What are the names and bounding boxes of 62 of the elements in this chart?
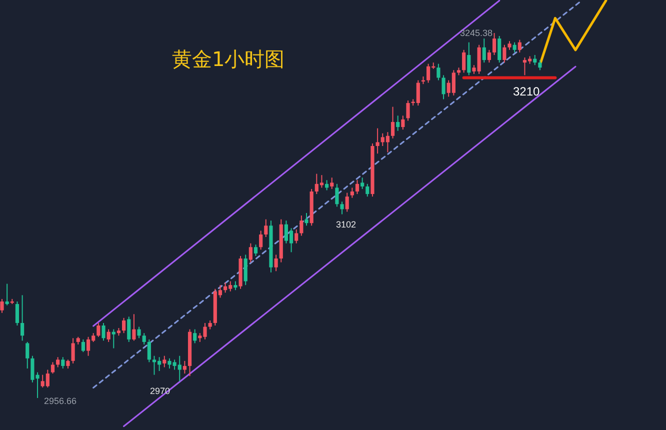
annotation: 3245.38 [460, 28, 493, 38]
candlestick [462, 49, 466, 74]
candlestick [142, 332, 146, 345]
candlestick [335, 183, 339, 208]
candlestick [518, 39, 522, 53]
candlestick [56, 356, 60, 368]
candlestick [294, 228, 298, 244]
candlestick [345, 192, 349, 212]
candlestick [162, 355, 166, 368]
candlestick [112, 328, 116, 349]
candlestick [406, 100, 410, 122]
candlestick [442, 74, 446, 100]
annotation: 3102 [336, 219, 356, 230]
candlestick [396, 115, 400, 132]
candlestick [512, 42, 516, 53]
candlestick [81, 338, 85, 353]
candlestick [300, 215, 304, 236]
candlestick [390, 106, 395, 139]
candlestick [492, 32, 496, 56]
candlestick [122, 317, 126, 334]
candlestick [304, 212, 308, 226]
candlestick [0, 298, 4, 314]
candlestick [467, 42, 471, 76]
candlestick [106, 328, 110, 342]
text: 黄金1小时图 [172, 47, 285, 71]
candlestick [350, 187, 354, 198]
candlestick [20, 294, 24, 342]
candlestick [5, 283, 9, 306]
candlestick [487, 49, 491, 64]
candlestick [259, 230, 263, 250]
candlestick [182, 360, 186, 374]
candlestick [401, 115, 405, 130]
candlestick [244, 254, 248, 286]
candlestick [366, 183, 370, 198]
candlestick [376, 128, 380, 154]
annotation: 3210 [513, 84, 540, 99]
candlestick [137, 326, 141, 339]
candlestick [482, 38, 486, 64]
candlestick [538, 60, 542, 71]
candlestick [15, 300, 20, 326]
candlestick [127, 316, 131, 342]
candlestick [502, 44, 506, 64]
candlestick [330, 177, 334, 190]
candlestick [498, 36, 502, 64]
candlestick [102, 322, 106, 342]
candlestick [274, 254, 278, 272]
candlestick [248, 242, 252, 263]
candlestick [147, 338, 151, 363]
candlestick [96, 322, 100, 338]
candlestick [436, 63, 440, 81]
candlestick [360, 177, 364, 190]
candlestick [340, 201, 344, 215]
candlestick [355, 180, 360, 195]
candlestick [71, 338, 75, 364]
candlestick [61, 356, 65, 369]
candlestick [264, 218, 268, 238]
annotation: 2956.66 [44, 396, 77, 406]
candlestick [26, 341, 30, 369]
candlestick [193, 328, 197, 344]
candlestick [132, 314, 136, 342]
candlestick [50, 362, 55, 374]
candlestick [254, 244, 258, 256]
